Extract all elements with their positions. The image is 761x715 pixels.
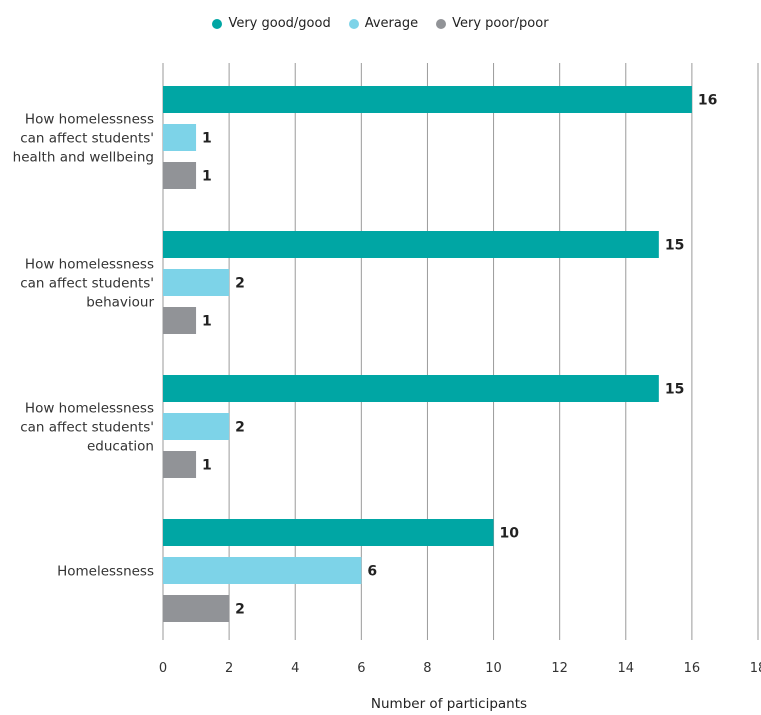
category-label: How homelessness can affect students' educ… (20, 401, 154, 455)
category-label-line: can affect students' (20, 276, 154, 292)
data-label: 1 (202, 131, 212, 147)
legend-label: Very good/good (228, 16, 331, 31)
legend-item: Average (348, 16, 419, 31)
legend-item: Very good/good (212, 16, 331, 31)
category-label-line: How homelessness (25, 112, 154, 128)
category-label: How homelessness can affect students' heal… (13, 112, 154, 166)
x-tick-label: 0 (159, 661, 167, 676)
data-label: 2 (235, 420, 245, 436)
legend-swatch (212, 18, 223, 29)
bar (163, 231, 659, 258)
bar (163, 269, 230, 296)
category-label: Homelessness (57, 564, 154, 580)
bar (163, 162, 197, 189)
category-label-line: How homelessness (25, 401, 154, 417)
x-tick-label: 14 (618, 661, 635, 676)
data-label: 1 (202, 314, 212, 330)
x-tick-label: 8 (423, 661, 431, 676)
x-tick-label: 2 (225, 661, 233, 676)
legend-swatch (436, 18, 447, 29)
x-axis-label: Number of participants (371, 696, 527, 712)
x-tick-label: 18 (750, 661, 761, 676)
data-label: 1 (202, 458, 212, 474)
legend-swatch (348, 18, 359, 29)
category-label-line: health and wellbeing (13, 150, 154, 166)
x-tick-label: 6 (357, 661, 365, 676)
x-tick-label: 16 (684, 661, 701, 676)
data-label: 16 (698, 93, 717, 109)
bar (163, 86, 692, 113)
bar (163, 124, 197, 151)
category-label-line: can affect students' (20, 420, 154, 436)
category-label-line: education (87, 439, 154, 455)
category-label: How homelessness can affect students' beha… (20, 257, 154, 311)
data-label: 6 (367, 564, 377, 580)
category-label-line: behaviour (86, 295, 154, 311)
bar (163, 595, 230, 622)
bar (163, 451, 197, 478)
data-label: 1 (202, 169, 212, 185)
x-tick-label: 12 (551, 661, 568, 676)
category-label-line: Homelessness (57, 564, 154, 580)
legend: Very good/good Average Very poor/poor (0, 16, 761, 31)
bar (163, 413, 230, 440)
data-label: 15 (665, 238, 684, 254)
bar (163, 557, 362, 584)
bar (163, 519, 494, 546)
category-label-line: How homelessness (25, 257, 154, 273)
data-label: 10 (500, 526, 520, 542)
legend-item: Very poor/poor (436, 16, 549, 31)
bar (163, 375, 659, 402)
legend-label: Average (364, 16, 419, 31)
x-tick-label: 4 (291, 661, 299, 676)
data-label: 2 (235, 276, 245, 292)
category-label-line: can affect students' (20, 131, 154, 147)
bar (163, 307, 197, 334)
legend-label: Very poor/poor (452, 16, 549, 31)
data-label: 2 (235, 602, 245, 618)
data-label: 15 (665, 382, 684, 398)
x-tick-label: 10 (485, 661, 502, 676)
